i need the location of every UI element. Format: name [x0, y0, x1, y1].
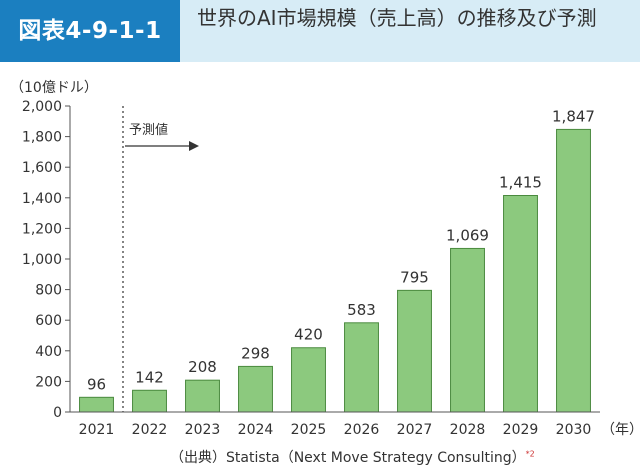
bar-2027 [397, 289, 432, 413]
bar-2028 [450, 247, 485, 413]
forecast-label: 予測値 [129, 122, 168, 138]
value-label-2022: 142 [135, 368, 164, 386]
x-tick-label: 2027 [397, 422, 433, 438]
bar-2022 [132, 389, 167, 413]
y-tick-label: 1,200 [22, 221, 62, 237]
x-tick-label: 2021 [79, 422, 115, 438]
bar-2030 [556, 128, 591, 413]
y-tick-label: 1,600 [22, 160, 62, 176]
bar-2025 [291, 347, 326, 413]
value-label-2027: 795 [400, 268, 429, 286]
bar-2023 [185, 379, 220, 413]
y-axis-unit-label: （10億ドル） [10, 80, 98, 96]
forecast-annotation: 予測値 [122, 106, 199, 412]
value-label-2028: 1,069 [446, 226, 489, 244]
figure-number-badge: 図表4-9-1-1 [0, 0, 180, 62]
x-axis-unit-label: （年） [601, 422, 640, 438]
y-tick-label: 1,400 [22, 191, 62, 207]
x-tick-label: 2022 [132, 422, 168, 438]
value-label-2029: 1,415 [499, 174, 542, 192]
y-tick-label: 2,000 [22, 99, 62, 115]
figure-header: 図表4-9-1-1 世界のAI市場規模（売上高）の推移及び予測 [0, 0, 640, 62]
x-tick-label: 2030 [556, 422, 592, 438]
x-tick-label: 2024 [238, 422, 274, 438]
bar-2029 [503, 195, 538, 413]
y-tick-label: 1,800 [22, 130, 62, 146]
y-tick-label: 1,000 [22, 252, 62, 268]
value-label-2023: 208 [188, 358, 217, 376]
x-tick-label: 2023 [185, 422, 221, 438]
value-label-2021: 96 [87, 375, 106, 393]
y-tick-label: 400 [35, 344, 62, 360]
y-tick-label: 0 [53, 405, 62, 421]
value-label-2024: 298 [241, 344, 270, 362]
bar-2021 [79, 396, 114, 413]
bar-2024 [238, 365, 273, 413]
x-tick-label: 2026 [344, 422, 380, 438]
x-axis: 2021 2022 2023 2024 2025 2026 2027 2028 2029 2030… [70, 411, 640, 438]
value-label-2026: 583 [347, 301, 376, 319]
y-axis: 0 200 400 600 800 1,000 1,200 1,400 1,600 1,800 2,… [22, 99, 71, 421]
source-footnote-marker: *2 [525, 449, 535, 459]
value-label-2030: 1,847 [552, 107, 595, 125]
x-tick-label: 2025 [291, 422, 327, 438]
y-tick-label: 200 [35, 374, 62, 390]
value-label-2025: 420 [294, 326, 323, 344]
x-tick-label: 2029 [503, 422, 539, 438]
y-tick-label: 600 [35, 313, 62, 329]
source-note: （出典）Statista（Next Move Strategy Consulti… [170, 447, 535, 467]
figure-title: 世界のAI市場規模（売上高）の推移及び予測 [197, 6, 597, 30]
bar-2026 [344, 322, 379, 413]
source-text: （出典）Statista（Next Move Strategy Consulti… [170, 450, 526, 466]
arrow-right-icon [189, 141, 199, 151]
bar-series: 96 142 208 298 420 583 795 1,069 1,415 1,847 [79, 107, 595, 413]
x-tick-label: 2028 [450, 422, 486, 438]
y-tick-label: 800 [35, 283, 62, 299]
